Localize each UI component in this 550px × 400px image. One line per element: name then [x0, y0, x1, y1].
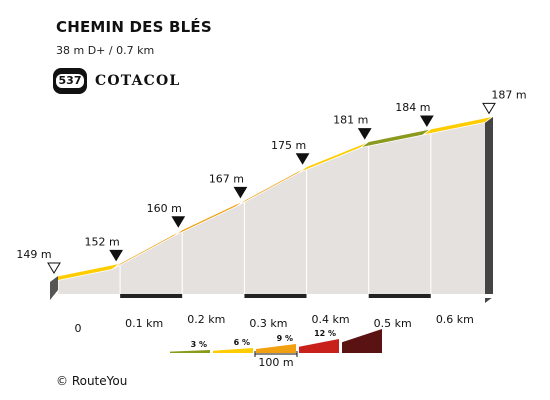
profile-side-panel	[430, 115, 494, 298]
x-tick-label: 0.4 km	[312, 313, 350, 326]
cotacol-number: 537	[55, 74, 85, 88]
x-tick-label: 0.6 km	[436, 313, 474, 326]
profile-start-face	[50, 276, 58, 300]
elevation-label: 149 m	[16, 248, 51, 261]
legend-label: 12 %	[314, 329, 336, 338]
legend-label: 3 %	[191, 340, 207, 349]
legend-swatch	[170, 350, 210, 353]
cotacol-badge: 537	[53, 68, 87, 94]
legend-swatch	[299, 339, 339, 353]
elevation-marker	[233, 186, 248, 199]
profile-segment	[422, 116, 494, 136]
legend-label: 9 %	[277, 334, 293, 343]
x-tick-label: 0.1 km	[125, 317, 163, 330]
elevation-marker	[109, 249, 124, 262]
elevation-marker	[357, 128, 372, 140]
profile-side-panel	[243, 165, 308, 298]
distance-scale-block	[306, 294, 369, 298]
x-tick-label: 0.2 km	[187, 313, 225, 326]
endpoint-marker	[482, 102, 496, 115]
profile-end-face	[485, 116, 493, 304]
elevation-label: 181 m	[333, 114, 368, 127]
chart-title: CHEMIN DES BLÉS	[56, 18, 212, 36]
distance-scale-block	[120, 294, 183, 298]
distance-scale-block	[430, 294, 493, 298]
x-tick-label: 0.3 km	[249, 317, 287, 330]
distance-scale-block	[368, 294, 431, 298]
legend-swatch	[213, 348, 253, 353]
elevation-marker	[419, 115, 434, 127]
x-tick-label: 0.5 km	[374, 317, 412, 330]
profile-side-panel	[119, 228, 183, 298]
elevation-label: 167 m	[209, 172, 244, 185]
elevation-label: 175 m	[271, 139, 306, 152]
scale-bar-label: 100 m	[258, 356, 293, 369]
distance-scale-block	[244, 294, 307, 298]
elevation-marker	[295, 153, 310, 165]
elevation-label: 152 m	[85, 235, 120, 248]
profile-side-panel	[368, 128, 432, 298]
cotacol-logo: 537 COTACOL	[53, 66, 180, 96]
endpoint-marker	[47, 262, 61, 274]
distance-scale-block	[182, 294, 245, 298]
elevation-marker	[171, 216, 186, 228]
legend-swatch	[342, 329, 382, 353]
credit-text: © RouteYou	[56, 374, 128, 388]
elevation-label: 184 m	[395, 101, 430, 114]
climb-summary: 38 m D+ / 0.7 km	[56, 44, 155, 57]
elevation-label: 160 m	[147, 202, 182, 215]
distance-scale-block	[58, 294, 121, 298]
x-tick-label: 0	[75, 322, 82, 335]
elevation-label: 187 m	[491, 88, 526, 101]
legend-label: 6 %	[234, 338, 250, 347]
cotacol-wordmark: COTACOL	[95, 73, 181, 89]
legend-swatch	[256, 344, 296, 353]
